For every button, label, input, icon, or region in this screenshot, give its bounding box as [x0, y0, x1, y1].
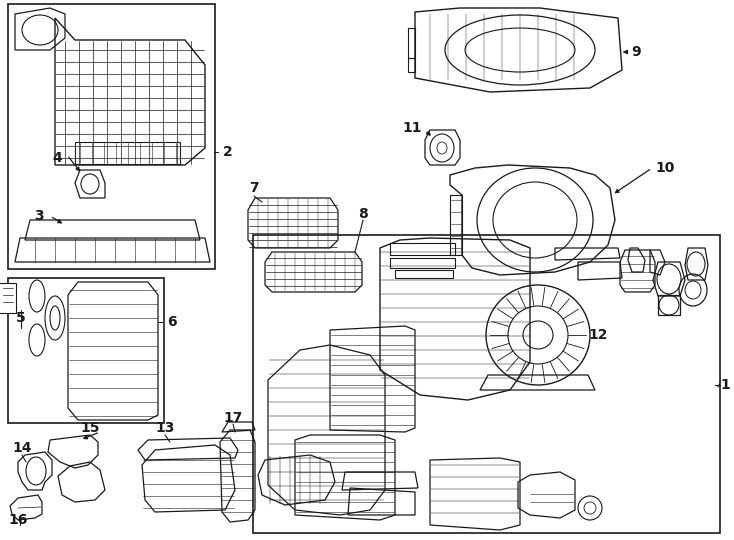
- Bar: [75, 142, 180, 164]
- Bar: [390, 243, 455, 255]
- Text: 11: 11: [402, 121, 422, 135]
- Bar: [8, 278, 164, 423]
- Text: 14: 14: [12, 441, 32, 455]
- Bar: [253, 235, 720, 533]
- Text: 2: 2: [223, 145, 233, 159]
- Text: 15: 15: [80, 421, 100, 435]
- Text: 5: 5: [16, 311, 26, 325]
- Text: 10: 10: [655, 161, 675, 175]
- Text: 6: 6: [167, 315, 177, 329]
- Text: 1: 1: [720, 378, 730, 392]
- Text: 7: 7: [249, 181, 259, 195]
- Text: 12: 12: [588, 328, 608, 342]
- Text: 4: 4: [52, 151, 62, 165]
- Bar: [0, 283, 16, 313]
- Text: 3: 3: [34, 209, 44, 223]
- Bar: [8, 4, 215, 269]
- Text: 9: 9: [631, 45, 641, 59]
- Text: 8: 8: [358, 207, 368, 221]
- Text: 13: 13: [156, 421, 175, 435]
- Text: 17: 17: [223, 411, 243, 425]
- Text: 16: 16: [8, 513, 28, 527]
- Bar: [390, 258, 455, 268]
- Bar: [395, 270, 453, 278]
